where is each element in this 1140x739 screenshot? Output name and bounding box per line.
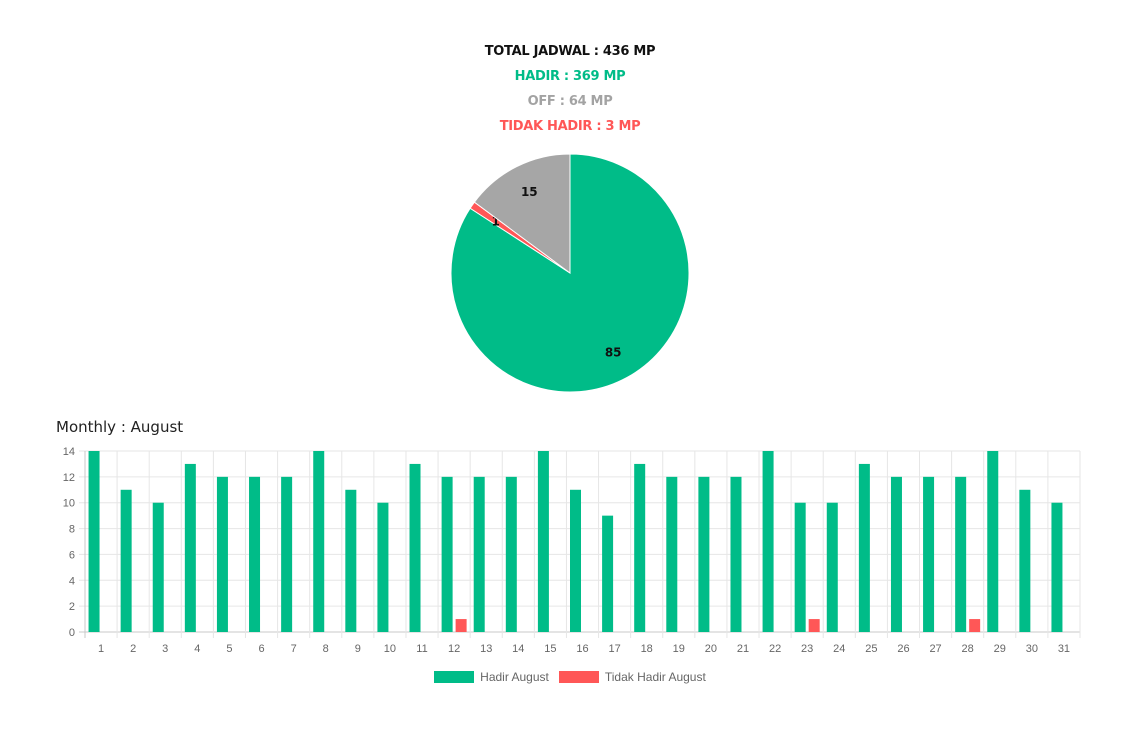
- y-tick-label: 0: [69, 627, 75, 639]
- bar-hadir-24[interactable]: [826, 502, 838, 632]
- bar-hadir-20[interactable]: [698, 476, 710, 632]
- x-tick-label: 8: [323, 643, 329, 655]
- tidak-hadir-label: TIDAK HADIR : 3 MP: [499, 119, 641, 134]
- x-tick-label: 30: [1026, 643, 1038, 655]
- pie-chart: 85 1 15: [450, 153, 690, 393]
- bar-hadir-8[interactable]: [313, 451, 325, 632]
- pie-slice-label-0: 85: [605, 345, 622, 359]
- x-tick-label: 13: [480, 643, 492, 655]
- bar-hadir-27[interactable]: [923, 476, 935, 632]
- x-tick-label: 18: [641, 643, 653, 655]
- hadir-label: HADIR : 369 MP: [514, 69, 626, 84]
- y-tick-label: 12: [63, 472, 75, 484]
- legend-swatch-tidak-hadir: [558, 671, 599, 683]
- bar-hadir-19[interactable]: [666, 476, 678, 632]
- bar-tidak-hadir-28[interactable]: [969, 619, 981, 632]
- legend-label-hadir: Hadir August: [480, 670, 549, 684]
- x-tick-label: 5: [226, 643, 232, 655]
- bar-hadir-5[interactable]: [216, 476, 228, 632]
- bar-tidak-hadir-23[interactable]: [808, 619, 820, 632]
- x-tick-label: 17: [608, 643, 620, 655]
- y-tick-label: 4: [69, 575, 75, 587]
- x-tick-label: 12: [448, 643, 460, 655]
- bar-hadir-29[interactable]: [987, 451, 999, 632]
- bar-hadir-11[interactable]: [409, 463, 421, 632]
- pie-slice-label-2: 15: [521, 185, 538, 199]
- bar-hadir-7[interactable]: [281, 476, 293, 632]
- bar-hadir-30[interactable]: [1019, 489, 1031, 632]
- bar-hadir-17[interactable]: [602, 515, 614, 632]
- pie-slice-2[interactable]: [473, 153, 571, 274]
- x-tick-label: 4: [194, 643, 200, 655]
- x-tick-label: 1: [98, 643, 104, 655]
- bar-hadir-31[interactable]: [1051, 502, 1063, 632]
- bar-tidak-hadir-12[interactable]: [455, 619, 467, 632]
- x-tick-label: 31: [1058, 643, 1070, 655]
- x-tick-label: 16: [576, 643, 588, 655]
- bar-hadir-25[interactable]: [858, 463, 870, 632]
- bar-hadir-12[interactable]: [441, 476, 453, 632]
- bar-hadir-9[interactable]: [345, 489, 357, 632]
- bar-hadir-18[interactable]: [634, 463, 646, 632]
- total-jadwal-label: TOTAL JADWAL : 436 MP: [484, 44, 656, 59]
- x-tick-label: 20: [705, 643, 717, 655]
- bar-hadir-6[interactable]: [249, 476, 261, 632]
- bar-hadir-21[interactable]: [730, 476, 742, 632]
- bar-hadir-2[interactable]: [120, 489, 132, 632]
- x-tick-label: 21: [737, 643, 749, 655]
- bar-hadir-4[interactable]: [184, 463, 196, 632]
- off-label: OFF : 64 MP: [527, 94, 613, 109]
- x-tick-label: 14: [512, 643, 524, 655]
- x-tick-label: 15: [544, 643, 556, 655]
- x-tick-label: 22: [769, 643, 781, 655]
- x-tick-label: 24: [833, 643, 845, 655]
- y-tick-label: 6: [69, 549, 75, 561]
- bar-hadir-26[interactable]: [890, 476, 902, 632]
- bar-hadir-1[interactable]: [88, 451, 100, 632]
- x-tick-label: 10: [384, 643, 396, 655]
- bar-hadir-13[interactable]: [473, 476, 485, 632]
- y-tick-label: 8: [69, 524, 75, 536]
- bar-hadir-16[interactable]: [570, 489, 581, 632]
- x-tick-label: 28: [962, 643, 974, 655]
- legend-swatch-hadir: [434, 671, 475, 683]
- x-tick-label: 2: [130, 643, 136, 655]
- bar-hadir-28[interactable]: [955, 476, 967, 632]
- bar-hadir-14[interactable]: [505, 476, 517, 632]
- x-tick-label: 9: [355, 643, 361, 655]
- x-tick-label: 7: [291, 643, 297, 655]
- x-tick-label: 29: [994, 643, 1006, 655]
- x-tick-label: 6: [258, 643, 264, 655]
- bar-hadir-23[interactable]: [794, 502, 806, 632]
- x-tick-label: 25: [865, 643, 877, 655]
- bar-hadir-22[interactable]: [762, 451, 774, 632]
- y-tick-label: 10: [63, 498, 75, 510]
- y-tick-label: 2: [69, 601, 75, 613]
- legend-item-hadir[interactable]: Hadir August: [434, 670, 549, 684]
- x-tick-label: 19: [673, 643, 685, 655]
- x-tick-label: 23: [801, 643, 813, 655]
- y-tick-label: 14: [63, 446, 75, 458]
- x-tick-label: 3: [162, 643, 168, 655]
- legend-label-tidak-hadir: Tidak Hadir August: [604, 670, 706, 684]
- x-tick-label: 26: [897, 643, 909, 655]
- bar-hadir-3[interactable]: [152, 502, 164, 632]
- bar-hadir-10[interactable]: [377, 502, 389, 632]
- pie-slice-label-1: 1: [492, 214, 500, 228]
- legend-item-tidak-hadir[interactable]: Tidak Hadir August: [558, 670, 706, 684]
- monthly-chart-title: Monthly : August: [56, 418, 184, 436]
- chart-legend: Hadir August Tidak Hadir August: [0, 670, 1140, 684]
- bar-hadir-15[interactable]: [537, 451, 549, 632]
- x-tick-label: 27: [929, 643, 941, 655]
- x-tick-label: 11: [416, 643, 427, 655]
